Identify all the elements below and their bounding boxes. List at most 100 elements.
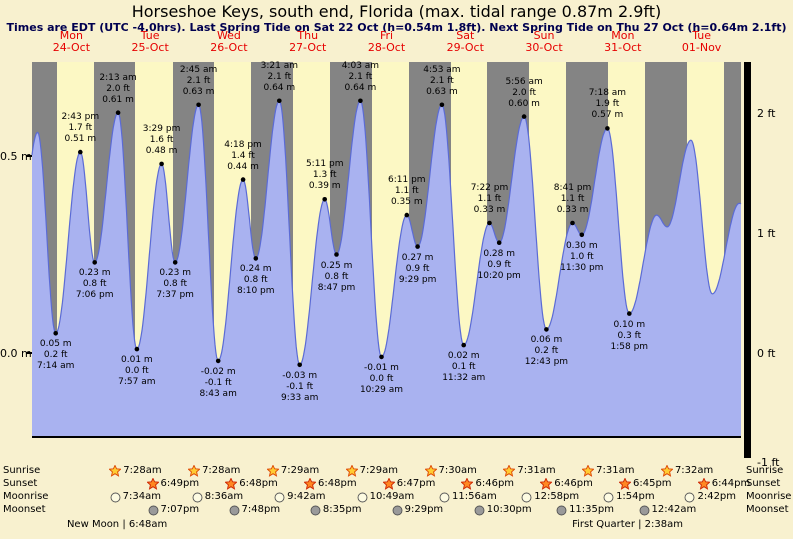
day-label: Sat 29-Oct — [446, 29, 484, 54]
y-axis-label-neg1ft: -1 ft — [757, 456, 780, 469]
moonset-row-label-right: Moonset — [746, 504, 789, 515]
moonrise-circle-icon — [603, 492, 614, 502]
moonrise-circle-icon — [685, 492, 695, 502]
moonrise-time: 10:49am — [357, 491, 415, 503]
moonrise-circle-icon — [192, 492, 203, 502]
astro-time-text: 12:58pm — [534, 491, 580, 502]
moonset-time: 11:35pm — [556, 504, 614, 516]
astro-time-text: 8:35pm — [322, 504, 362, 515]
astro-time-text: 6:49pm — [160, 478, 200, 489]
moonrise-circle-icon — [110, 492, 121, 502]
sunrise-star-icon — [660, 465, 673, 477]
tide-annotation: 8:41 pm 1.1 ft 0.33 m — [553, 182, 592, 215]
tide-annotation: 0.27 m 0.9 ft 9:29 pm — [398, 252, 437, 285]
sunrise-star-icon — [424, 465, 437, 477]
y-axis-label-2ft: 2 ft — [757, 107, 776, 120]
day-labels-row: Mon 24-Oct Tue 25-Oct Wed 26-Oct Thu 27-Oct Fri 2… — [32, 30, 741, 56]
astro-time-text: 10:49am — [369, 491, 415, 502]
moonrise-time: 9:42am — [274, 491, 326, 503]
day-label: Tue 25-Oct — [131, 29, 169, 54]
astro-time-text: 7:28am — [123, 465, 162, 476]
tide-annotation: 0.30 m 1.0 ft 11:30 pm — [560, 240, 604, 273]
astro-time-text: 6:47pm — [396, 478, 436, 489]
sunrise-time: 7:31am — [582, 465, 634, 477]
moonrise-circle-icon — [357, 492, 368, 502]
new-moon-note: New Moon | 6:48am — [66, 519, 168, 530]
day-label: Mon 24-Oct — [52, 29, 91, 54]
tide-annotation: 0.23 m 0.8 ft 7:37 pm — [156, 268, 194, 301]
moonrise-time: 11:56am — [439, 491, 497, 503]
sunrise-time: 7:30am — [424, 465, 477, 477]
moonset-time: 9:29pm — [392, 504, 444, 516]
tide-annotation: 0.06 m 0.2 ft 12:43 pm — [524, 335, 569, 368]
moonrise-circle-icon — [274, 492, 285, 502]
astro-time-text: 7:31am — [517, 465, 556, 476]
sunset-time: 6:48pm — [225, 478, 278, 490]
astro-time-text: 6:45pm — [632, 478, 672, 489]
astro-time-text: 7:28am — [202, 465, 241, 476]
moonrise-time: 8:36am — [192, 491, 243, 503]
sunset-row-label-left: Sunset — [3, 478, 38, 489]
moonset-time: 12:42am — [639, 504, 697, 516]
moonset-time: 10:30pm — [474, 504, 532, 516]
tide-annotation: 0.10 m 0.3 ft 1:58 pm — [610, 319, 649, 352]
y-axis-label-05m: 0.5 m — [0, 150, 32, 163]
tide-annotation: 4:03 am 2.1 ft 0.64 m — [341, 60, 380, 93]
moonset-circle-icon — [310, 505, 321, 515]
sunrise-time: 7:28am — [109, 465, 162, 477]
tide-annotation: 2:43 pm 1.7 ft 0.51 m — [61, 112, 100, 145]
astro-time-text: 1:54pm — [616, 491, 655, 502]
sunset-time: 6:49pm — [146, 478, 200, 490]
astro-time-text: 7:32am — [674, 465, 714, 476]
astro-time-text: 9:29pm — [404, 504, 444, 515]
sunrise-star-icon — [582, 465, 595, 477]
moonrise-time: 7:34am — [110, 491, 161, 503]
moonset-circle-icon — [474, 505, 485, 515]
tide-annotation: 6:11 pm 1.1 ft 0.35 m — [388, 175, 426, 208]
sunset-star-icon — [618, 478, 631, 490]
sunset-time: 6:45pm — [618, 478, 672, 490]
astro-time-text: 7:29am — [280, 465, 320, 476]
day-label: Tue 01-Nov — [681, 29, 722, 54]
tide-annotation: 0.05 m 0.2 ft 7:14 am — [37, 339, 75, 372]
moonset-time: 7:48pm — [229, 504, 281, 516]
astro-time-text: 6:48pm — [239, 478, 278, 489]
moonrise-time: 1:54pm — [603, 491, 655, 503]
sunrise-star-icon — [345, 465, 358, 477]
sunset-time: 6:47pm — [382, 478, 436, 490]
sunset-star-icon — [461, 478, 474, 490]
sunset-star-icon — [304, 478, 317, 490]
astro-time-text: 7:34am — [122, 491, 161, 502]
tide-annotation: 2:13 am 2.0 ft 0.61 m — [99, 72, 137, 105]
tide-annotation: 5:11 pm 1.3 ft 0.39 m — [305, 159, 344, 192]
moonrise-circle-icon — [521, 492, 532, 502]
tide-annotation: 4:18 pm 1.4 ft 0.44 m — [224, 139, 262, 172]
sunset-star-icon — [540, 478, 553, 490]
tide-annotation: 0.01 m 0.0 ft 7:57 am — [118, 355, 156, 388]
day-label: Thu 27-Oct — [289, 29, 327, 54]
sunset-star-icon — [382, 478, 395, 490]
moonrise-time: 12:58pm — [521, 491, 579, 503]
sunset-star-icon — [225, 478, 238, 490]
sunset-time: 6:46pm — [461, 478, 514, 490]
moonset-circle-icon — [556, 505, 567, 515]
astro-time-text: 8:36am — [204, 491, 244, 502]
page-title: Horseshoe Keys, south end, Florida (max.… — [131, 2, 662, 21]
astro-time-text: 7:07pm — [160, 504, 200, 515]
astro-time-text: 6:44pm — [711, 478, 751, 489]
sunrise-star-icon — [188, 465, 201, 477]
page-subtitle: Times are EDT (UTC -4.0hrs). Last Spring… — [6, 21, 787, 34]
astro-time-text: 7:29am — [359, 465, 398, 476]
tide-annotation: 3:29 pm 1.6 ft 0.48 m — [142, 123, 181, 156]
tide-annotation: 7:22 pm 1.1 ft 0.33 m — [470, 182, 509, 215]
sunrise-time: 7:31am — [503, 465, 556, 477]
tide-annotation: 4:53 am 2.1 ft 0.63 m — [423, 64, 461, 97]
astro-time-text: 12:42am — [651, 504, 697, 515]
astro-time-text: 7:48pm — [241, 504, 281, 515]
astro-time-text: 2:42pm — [697, 491, 737, 502]
y-axis-tick — [26, 155, 32, 157]
moonset-circle-icon — [229, 505, 239, 515]
astro-time-text: 7:30am — [438, 465, 477, 476]
astro-time-text: 11:56am — [452, 491, 497, 502]
